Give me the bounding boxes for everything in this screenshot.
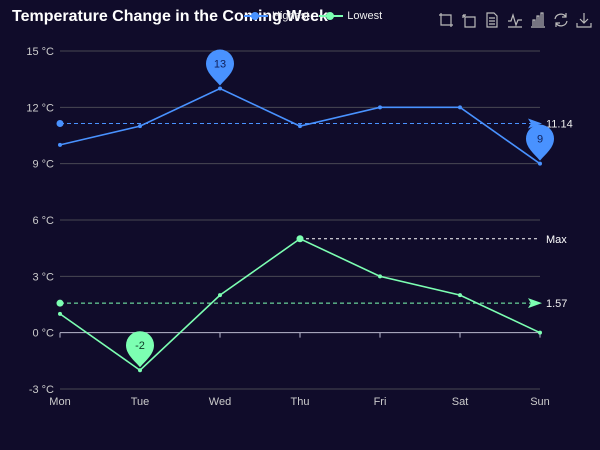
mark-point-highest: 13 (206, 49, 234, 86)
data-view-button[interactable] (484, 12, 500, 28)
y-tick-label: 15 °C (26, 46, 54, 58)
x-tick-label: Sun (530, 396, 550, 408)
mark-point-highest-shape (526, 124, 554, 161)
data-point-highest (218, 86, 222, 91)
average-lowest-label: 1.57 (546, 298, 567, 310)
average-highest-start-dot (56, 119, 64, 127)
data-point-highest (378, 105, 382, 110)
download-button[interactable] (576, 12, 592, 28)
data-point-lowest (218, 293, 222, 298)
bar-chart-icon (531, 12, 545, 28)
y-tick-label: 6 °C (32, 215, 54, 227)
line-chart-button[interactable] (507, 12, 523, 28)
mark-point-highest-shape (206, 49, 234, 86)
zoom-reset-button[interactable] (461, 12, 477, 28)
legend-swatch-lowest (319, 11, 344, 21)
y-tick-label: 0 °C (32, 328, 54, 340)
zoom-button[interactable] (438, 12, 454, 28)
x-tick-label: Sat (452, 396, 469, 408)
legend-item-lowest[interactable]: Lowest (319, 10, 382, 22)
average-highest-label: 11.14 (546, 118, 573, 130)
legend-label-lowest: Lowest (347, 10, 383, 22)
mark-point-highest: 9 (526, 124, 554, 161)
y-tick-label: 9 °C (32, 159, 54, 171)
data-view-icon (486, 12, 498, 28)
y-tick-label: 3 °C (32, 271, 54, 283)
x-tick-label: Mon (49, 396, 70, 408)
mark-point-highest-label: 9 (537, 134, 543, 146)
data-point-lowest (458, 293, 462, 298)
data-point-lowest (538, 330, 542, 335)
x-tick-label: Thu (291, 396, 310, 408)
mark-point-highest-label: 13 (214, 59, 226, 71)
legend: Highest Lowest (244, 10, 382, 22)
average-highest-arrow (528, 118, 542, 129)
average-lowest-arrow (528, 298, 542, 309)
data-point-highest (538, 161, 542, 166)
toolbox (438, 12, 592, 28)
mark-point-lowest: -2 (126, 331, 154, 368)
legend-label-highest: Highest (272, 10, 310, 22)
zoom-icon (439, 13, 453, 27)
restore-button[interactable] (553, 12, 569, 28)
data-point-lowest (138, 368, 142, 373)
chart-title: Temperature Change in the Coming Week (12, 8, 328, 25)
zoom-reset-icon (462, 14, 476, 28)
legend-item-highest[interactable]: Highest (244, 10, 309, 22)
data-point-highest (138, 124, 142, 129)
download-icon (576, 13, 592, 28)
data-point-highest (458, 105, 462, 110)
max-lowest-label: Max (546, 234, 567, 246)
data-point-highest (58, 142, 62, 147)
y-tick-label: 12 °C (26, 102, 54, 114)
data-point-highest (298, 124, 302, 129)
restore-icon (554, 13, 568, 27)
bar-chart-button[interactable] (530, 12, 546, 28)
x-tick-label: Fri (374, 396, 387, 408)
legend-swatch-highest (244, 11, 268, 21)
y-tick-label: -3 °C (29, 384, 54, 396)
average-lowest-start-dot (56, 299, 64, 307)
mark-point-lowest-shape (126, 331, 154, 368)
max-lowest-dot (296, 235, 304, 243)
data-point-lowest (378, 274, 382, 279)
data-point-lowest (58, 311, 62, 316)
x-tick-label: Wed (209, 396, 231, 408)
x-tick-label: Tue (131, 396, 150, 408)
mark-point-lowest-label: -2 (135, 340, 145, 352)
line-chart-icon (508, 13, 522, 28)
